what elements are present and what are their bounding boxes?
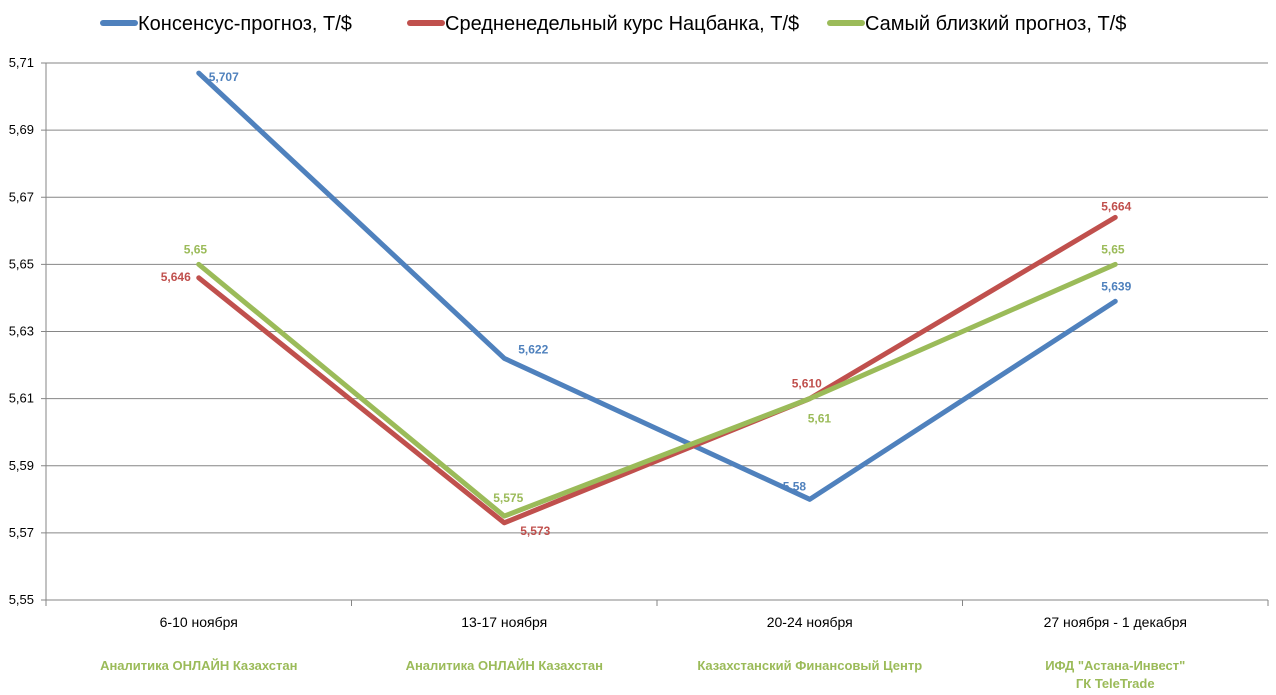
x-tick-label: 20-24 ноября xyxy=(767,614,853,630)
source-label: ИФД "Астана-Инвест" xyxy=(1045,658,1185,673)
y-tick-label: 5,61 xyxy=(9,391,34,406)
data-label: 5,610 xyxy=(792,377,822,391)
y-tick-label: 5,55 xyxy=(9,592,34,607)
y-tick-label: 5,59 xyxy=(9,458,34,473)
y-tick-label: 5,63 xyxy=(9,324,34,339)
data-label: 5,58 xyxy=(783,479,807,493)
data-label: 5,622 xyxy=(518,342,548,356)
data-label: 5,664 xyxy=(1101,199,1131,213)
data-label: 5,61 xyxy=(808,412,832,426)
source-label: ГК TeleTrade xyxy=(1076,676,1155,690)
legend-label: Средненедельный курс Нацбанка, Т/$ xyxy=(445,13,799,35)
data-label: 5,575 xyxy=(493,491,523,505)
x-tick-label: 27 ноября - 1 декабря xyxy=(1044,614,1187,630)
data-label: 5,65 xyxy=(1101,242,1125,256)
y-tick-label: 5,69 xyxy=(9,122,34,137)
data-label: 5,639 xyxy=(1101,279,1131,293)
y-tick-label: 5,71 xyxy=(9,55,34,70)
series-line-1 xyxy=(196,70,1118,502)
data-label: 5,573 xyxy=(520,524,550,538)
source-label: Аналитика ОНЛАЙН Казахстан xyxy=(100,658,297,673)
legend-label: Консенсус-прогноз, Т/$ xyxy=(138,13,352,35)
data-label: 5,646 xyxy=(161,270,191,284)
y-tick-label: 5,65 xyxy=(9,256,34,271)
series-line-3 xyxy=(196,261,1118,519)
legend-label: Самый близкий прогноз, Т/$ xyxy=(865,13,1126,35)
x-tick-label: 6-10 ноября xyxy=(160,614,238,630)
source-label: Аналитика ОНЛАЙН Казахстан xyxy=(406,658,603,673)
y-tick-label: 5,57 xyxy=(9,525,34,540)
data-label: 5,707 xyxy=(209,70,239,84)
source-label: Казахстанский Финансовый Центр xyxy=(697,658,922,673)
series-line-2 xyxy=(196,214,1118,526)
x-tick-label: 13-17 ноября xyxy=(461,614,547,630)
y-tick-label: 5,67 xyxy=(9,189,34,204)
data-label: 5,65 xyxy=(184,242,208,256)
